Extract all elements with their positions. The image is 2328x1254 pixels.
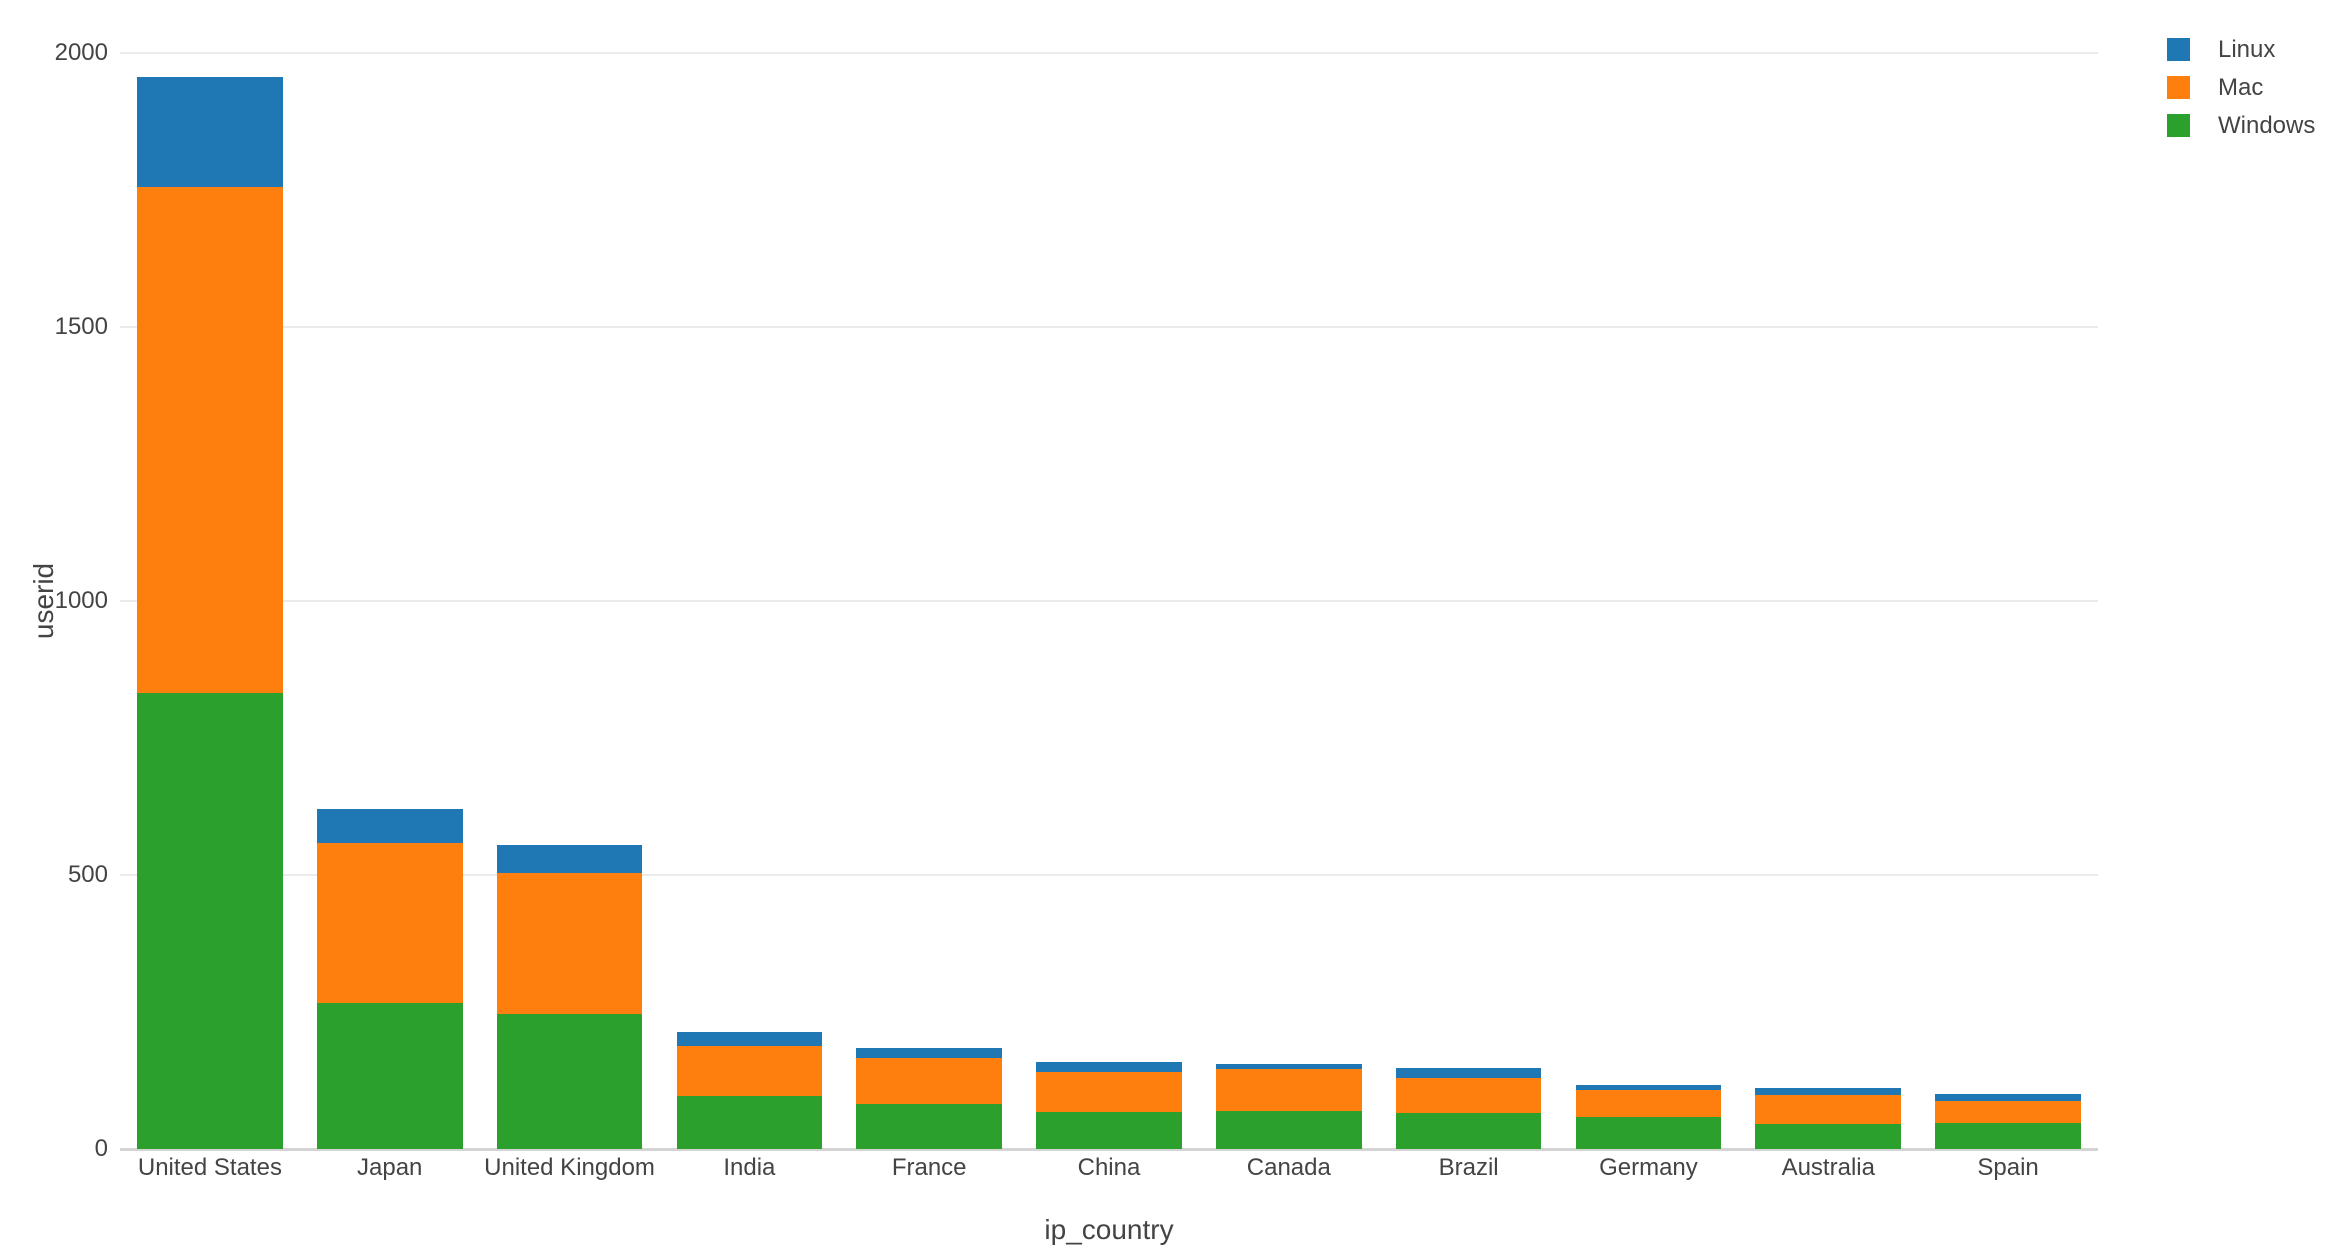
x-tick-label-united-kingdom: United Kingdom <box>484 1154 655 1181</box>
legend-label-linux: Linux <box>2218 36 2276 63</box>
bar-segment-linux-france[interactable] <box>856 1048 1002 1059</box>
bar-segment-linux-japan[interactable] <box>316 808 463 843</box>
bar-segment-linux-spain[interactable] <box>1935 1094 2081 1101</box>
y-tick-label-0: 0 <box>94 1135 108 1162</box>
gridline-500 <box>120 874 2098 876</box>
legend-item-linux[interactable]: Linux <box>2167 36 2315 63</box>
x-tick-label-germany: Germany <box>1599 1154 1698 1181</box>
bar-segment-mac-spain[interactable] <box>1935 1100 2081 1124</box>
bar-segment-windows-brazil[interactable] <box>1395 1112 1542 1149</box>
x-tick-label-spain: Spain <box>1977 1154 2039 1181</box>
x-axis-title: ip_country <box>1044 1214 1174 1245</box>
gridline-1500 <box>120 326 2098 328</box>
bar-segment-windows-united-kingdom[interactable] <box>496 1014 643 1149</box>
x-tick-label-france: France <box>891 1154 967 1181</box>
legend: Linux Mac Windows <box>2167 36 2316 139</box>
x-tick-label-japan: Japan <box>357 1154 423 1181</box>
x-axis-line <box>120 1148 2098 1151</box>
bar-segment-mac-canada[interactable] <box>1215 1069 1362 1112</box>
y-tick-label-1000: 1000 <box>54 587 108 614</box>
x-tick-label-india: India <box>723 1154 776 1181</box>
bar-segment-windows-united-states[interactable] <box>137 693 283 1149</box>
x-tick-label-australia: Australia <box>1781 1154 1875 1181</box>
bar-united-states[interactable] <box>137 77 283 1149</box>
gridline-1000 <box>120 600 2098 602</box>
legend-swatch-linux <box>2167 38 2190 61</box>
x-tick-label-brazil: Brazil <box>1438 1154 1499 1181</box>
bar-brazil[interactable] <box>1395 1067 1542 1149</box>
bar-segment-mac-australia[interactable] <box>1755 1094 1902 1124</box>
bar-segment-linux-united-kingdom[interactable] <box>496 844 643 873</box>
bar-segment-windows-canada[interactable] <box>1215 1111 1362 1149</box>
bar-segment-mac-france[interactable] <box>856 1058 1002 1105</box>
bar-segment-linux-china[interactable] <box>1036 1061 1182 1072</box>
legend-item-windows[interactable]: Windows <box>2167 112 2316 139</box>
bar-segment-windows-spain[interactable] <box>1935 1123 2081 1149</box>
bar-segment-mac-india[interactable] <box>676 1046 823 1096</box>
x-tick-label-canada: Canada <box>1246 1154 1331 1181</box>
legend-label-mac: Mac <box>2218 74 2264 101</box>
bar-segment-mac-united-states[interactable] <box>137 186 283 694</box>
legend-swatch-windows <box>2167 114 2190 137</box>
bar-segment-linux-brazil[interactable] <box>1395 1067 1542 1078</box>
legend-item-mac[interactable]: Mac <box>2167 74 2315 101</box>
bar-segment-linux-united-states[interactable] <box>137 77 283 187</box>
bar-segment-linux-canada[interactable] <box>1215 1064 1362 1070</box>
y-tick-label-1500: 1500 <box>54 313 108 340</box>
bar-germany[interactable] <box>1575 1084 1722 1149</box>
plot-area <box>120 52 2098 1151</box>
bar-segment-windows-france[interactable] <box>856 1104 1002 1149</box>
bar-spain[interactable] <box>1935 1094 2081 1149</box>
x-tick-label-china: China <box>1077 1154 1141 1181</box>
y-tick-label-500: 500 <box>67 861 108 888</box>
bar-segment-linux-germany[interactable] <box>1575 1084 1722 1090</box>
bar-china[interactable] <box>1036 1061 1182 1149</box>
legend-label-windows: Windows <box>2218 112 2316 139</box>
bar-segment-linux-india[interactable] <box>676 1031 823 1046</box>
bar-segment-windows-china[interactable] <box>1036 1111 1182 1149</box>
bar-segment-linux-australia[interactable] <box>1755 1088 1902 1095</box>
bar-canada[interactable] <box>1215 1064 1362 1149</box>
bar-france[interactable] <box>856 1048 1002 1149</box>
y-axis-title: userid <box>28 562 59 640</box>
bar-japan[interactable] <box>316 808 463 1149</box>
bar-segment-windows-india[interactable] <box>676 1095 823 1149</box>
bar-india[interactable] <box>676 1031 823 1149</box>
y-tick-label-2000: 2000 <box>54 39 108 66</box>
bar-segment-mac-china[interactable] <box>1036 1071 1182 1112</box>
gridline-2000 <box>120 52 2098 54</box>
bar-segment-mac-germany[interactable] <box>1575 1089 1722 1118</box>
bar-segment-windows-japan[interactable] <box>316 1002 463 1149</box>
legend-swatch-mac <box>2167 76 2190 99</box>
bar-united-kingdom[interactable] <box>496 844 643 1149</box>
x-tick-label-united-states: United States <box>137 1154 282 1181</box>
bar-segment-windows-germany[interactable] <box>1575 1117 1722 1149</box>
bar-segment-mac-united-kingdom[interactable] <box>496 872 643 1015</box>
bar-segment-mac-japan[interactable] <box>316 842 463 1003</box>
bar-segment-mac-brazil[interactable] <box>1395 1077 1542 1113</box>
bar-australia[interactable] <box>1755 1088 1902 1149</box>
bar-segment-windows-australia[interactable] <box>1755 1123 1902 1149</box>
